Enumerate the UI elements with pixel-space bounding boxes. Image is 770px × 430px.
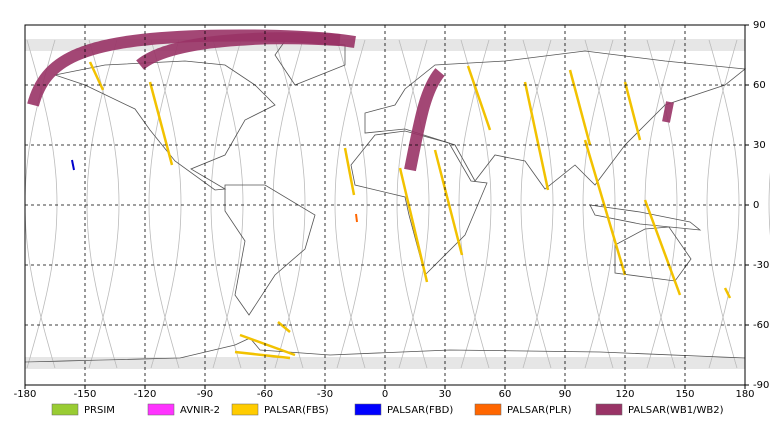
ground-track: [458, 39, 490, 369]
eurasia: [364, 50, 747, 190]
ground-track: [398, 39, 430, 369]
fbs-swath: [568, 69, 592, 146]
ground-track: [334, 39, 366, 369]
y-tick-label: 0: [753, 200, 759, 211]
legend-swatch: [354, 403, 382, 416]
fbs-swath: [523, 81, 550, 191]
ground-track: [522, 39, 554, 369]
fbs-swath: [88, 61, 105, 91]
ground-track: [274, 39, 306, 369]
fbs-swath: [398, 167, 429, 283]
fbs-swath: [643, 199, 682, 296]
legend-swatch: [231, 403, 259, 416]
ground-track: [460, 39, 492, 369]
x-tick-label: 60: [499, 389, 512, 400]
y-tick-label: 60: [753, 80, 766, 91]
fbs-swath: [723, 287, 732, 299]
fbs-swath: [277, 321, 291, 333]
ground-track: [646, 39, 678, 369]
fbs-swath: [466, 65, 492, 131]
legend-swatch: [474, 403, 502, 416]
y-tick-label: -90: [753, 380, 769, 391]
ground-track: [706, 39, 738, 369]
fbd-swath: [71, 159, 75, 171]
fbs-swath: [343, 147, 356, 196]
wb-swath: [404, 68, 445, 172]
wb-swath: [662, 101, 674, 123]
x-tick-label: -90: [197, 389, 213, 400]
x-tick-label: 120: [615, 389, 634, 400]
legend-label: PRSIM: [84, 405, 115, 416]
ground-track: [86, 39, 118, 369]
ground-track: [88, 39, 120, 369]
ground-track: [212, 39, 244, 369]
fbs-swath: [148, 81, 174, 166]
y-tick-label: -60: [753, 320, 769, 331]
plr-swath: [355, 213, 358, 223]
x-tick-label: -180: [14, 389, 37, 400]
ground-track: [584, 39, 616, 369]
ground-track: [336, 39, 368, 369]
legend-label: AVNIR-2: [180, 405, 220, 416]
fbs-swath: [583, 139, 627, 276]
legend-swatch: [51, 403, 79, 416]
wb-swath: [136, 32, 341, 70]
fbs-swath: [234, 350, 291, 360]
indonesia: [589, 204, 702, 231]
ground-track: [582, 39, 614, 369]
ground-track: [272, 39, 304, 369]
ground-track: [644, 39, 676, 369]
legend-label: PALSAR(WB1/WB2): [628, 405, 724, 416]
x-tick-label: -150: [74, 389, 97, 400]
y-tick-label: 90: [753, 20, 766, 31]
legend-label: PALSAR(FBD): [387, 405, 453, 416]
x-tick-label: -120: [134, 389, 157, 400]
ground-track: [150, 39, 182, 369]
x-tick-label: 0: [382, 389, 388, 400]
fbs-swath: [239, 333, 296, 357]
ground-track: [148, 39, 180, 369]
ground-track: [708, 39, 740, 369]
x-tick-label: -60: [257, 389, 273, 400]
africa: [350, 130, 488, 276]
legend-label: PALSAR(FBS): [264, 405, 329, 416]
x-tick-label: -30: [317, 389, 333, 400]
y-tick-label: -30: [753, 260, 769, 271]
legend-swatch: [595, 403, 623, 416]
y-tick-label: 30: [753, 140, 766, 151]
x-tick-label: 180: [735, 389, 754, 400]
ground-track: [520, 39, 552, 369]
fbs-swath: [433, 149, 464, 256]
x-tick-label: 90: [559, 389, 572, 400]
fbs-swath: [623, 81, 642, 141]
ground-track: [210, 39, 242, 369]
x-tick-label: 30: [439, 389, 452, 400]
ground-track: [396, 39, 428, 369]
legend-swatch: [147, 403, 175, 416]
swaths: [27, 29, 732, 360]
x-tick-label: 150: [675, 389, 694, 400]
australia: [614, 226, 692, 282]
legend-label: PALSAR(PLR): [507, 405, 572, 416]
south-america: [224, 184, 316, 316]
ground-track: [768, 172, 770, 236]
